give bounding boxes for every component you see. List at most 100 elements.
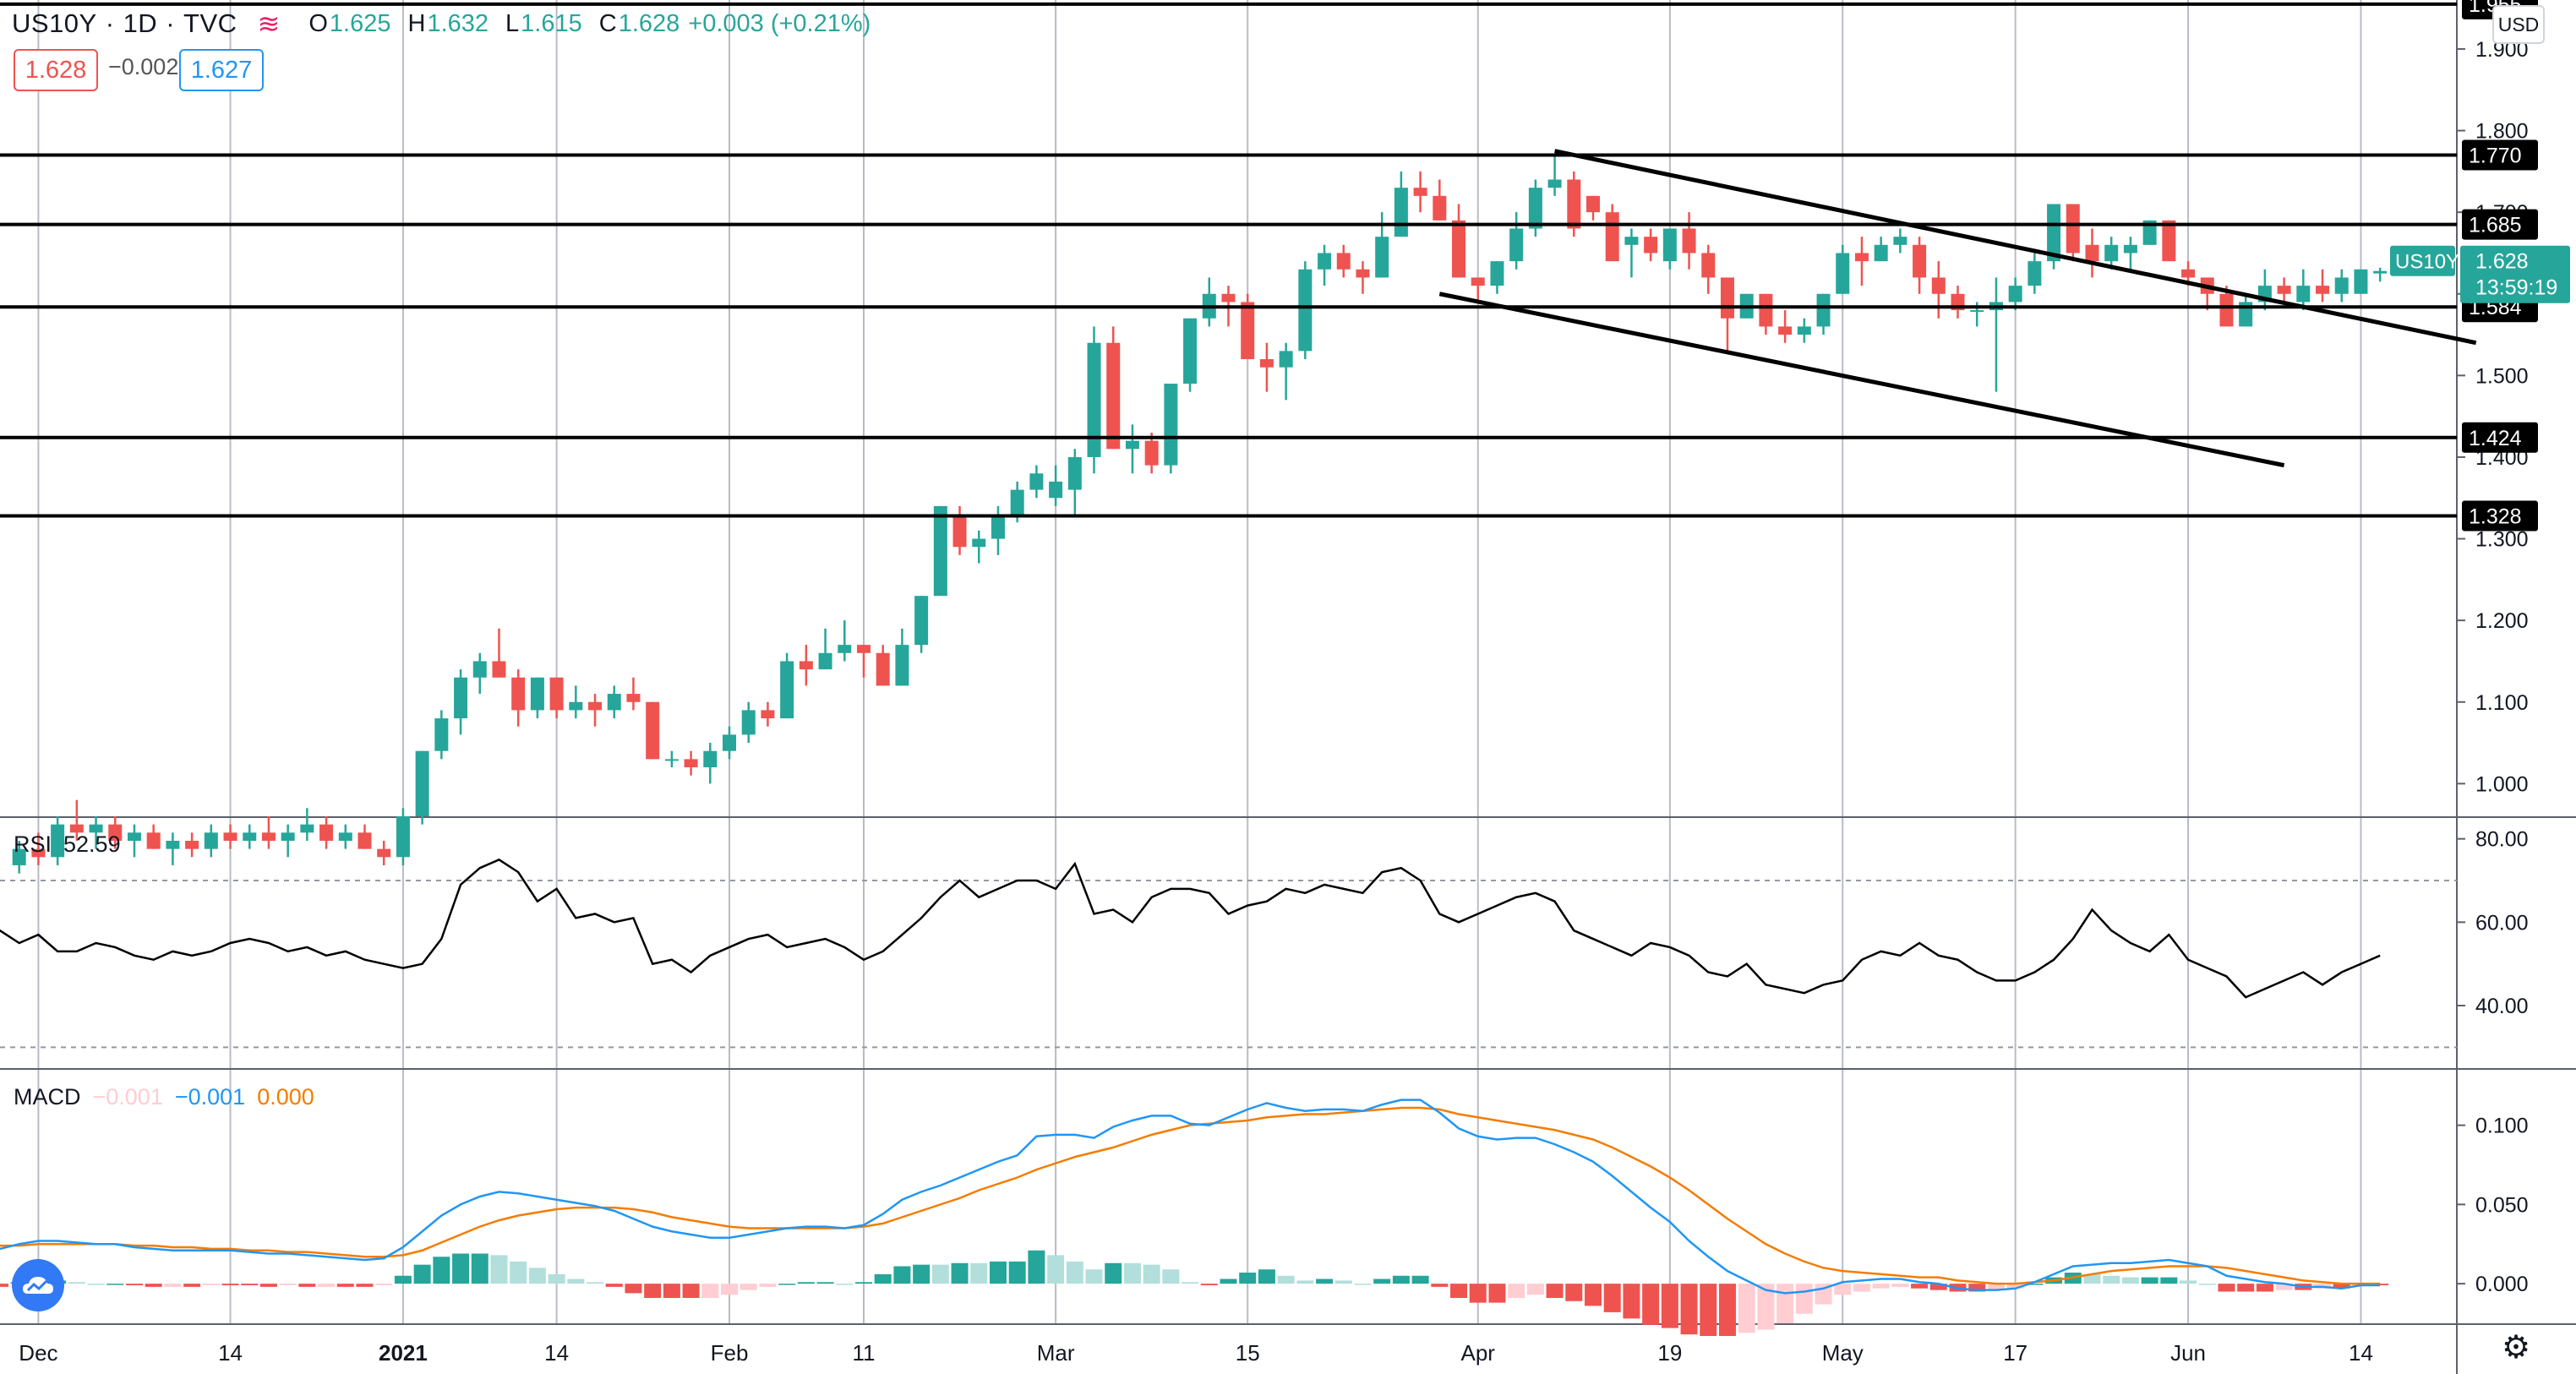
candle-down [2277,286,2291,294]
rsi-value: 52.59 [63,831,121,857]
macd-histogram-bar [87,1284,105,1285]
candle-up [1816,293,1831,327]
macd-histogram-bar [701,1284,719,1298]
macd-histogram-bar [2180,1280,2197,1284]
candle-down [1433,195,1447,221]
macd-histogram-bar [1373,1279,1391,1284]
macd-histogram-bar [1776,1284,1794,1323]
macd-histogram-bar [125,1284,143,1285]
macd-histogram-bar [1623,1284,1640,1319]
macd-histogram-bar [1834,1284,1852,1295]
macd-histogram-bar [1431,1284,1449,1287]
candle-up [1375,237,1389,278]
candle-down [2181,269,2196,278]
candle-down [261,832,276,841]
level-label-box [2462,139,2538,171]
rsi-legend[interactable]: RSI 52.59 [14,831,121,858]
last-price-symbol-box [2390,245,2455,276]
candle-up [1490,261,1504,286]
macd-histogram-bar [836,1284,854,1285]
macd-signal-line [0,1106,2381,1285]
macd-name: MACD [14,1084,81,1110]
symbol-name[interactable]: US10Y [12,8,97,38]
macd-histogram-bar [145,1284,162,1287]
macd-histogram-bar [1642,1284,1660,1325]
level-label: 1.424 [2469,427,2522,450]
macd-histogram-bar [740,1284,757,1290]
candle-up [723,734,737,751]
candle-down [492,661,506,678]
interval-label[interactable]: 1D [123,8,158,38]
buy-price-button[interactable]: 1.627 [179,49,264,91]
macd-histogram-bar [644,1284,662,1298]
candle-up [1067,456,1082,490]
candle-down [108,824,123,841]
macd-histogram-bar [318,1284,336,1287]
candle-down [2219,293,2234,327]
macd-histogram-bar [0,1284,8,1287]
price-tick-label: 1.200 [2475,609,2529,633]
candle-up [1049,481,1063,499]
macd-histogram-bar [183,1284,201,1287]
macd-legend[interactable]: MACD −0.001 −0.001 0.000 [14,1084,314,1110]
candle-up [1509,228,1524,262]
candle-up [166,840,180,849]
candle-down [357,832,372,849]
candle-down [856,645,870,653]
level-label-box [2462,500,2538,532]
macd-histogram-bar [567,1279,585,1284]
candle-down [646,701,660,760]
macd-histogram-bar [259,1284,277,1287]
candle-up [991,514,1005,539]
macd-histogram-bar [874,1273,892,1284]
macd-histogram-bar [951,1262,969,1284]
open-value: 1.625 [329,9,391,37]
rsi-tick-label: 40.00 [2475,995,2529,1018]
candle-up [1547,179,1562,188]
tradingview-logo-icon[interactable] [12,1259,64,1311]
macd-histogram-bar [106,1284,124,1285]
candle-up [51,824,65,858]
symbol-separator: · [105,8,115,38]
candle-down [1913,244,1927,278]
currency-button[interactable]: USD [2492,5,2545,44]
macd-histogram-bar [413,1264,431,1284]
candle-up [2008,286,2022,303]
macd-histogram-bar [1546,1284,1564,1298]
macd-histogram-bar [1200,1284,1218,1285]
macd-histogram-bar [1220,1279,1237,1284]
macd-histogram-bar [816,1282,834,1284]
macd-histogram-bar [1508,1284,1525,1298]
time-axis-label: May [1822,1340,1864,1366]
macd-histogram-bar [1488,1284,1506,1303]
macd-histogram-bar [2275,1284,2293,1290]
high-label: H [407,9,426,37]
macd-histogram-bar [2103,1275,2120,1284]
macd-histogram-bar [1143,1264,1160,1284]
macd-histogram-bar [2026,1284,2044,1285]
gear-icon[interactable]: ⚙ [2502,1330,2531,1366]
macd-tick-label: 0.100 [2475,1115,2529,1138]
macd-histogram-bar [2198,1284,2216,1285]
candle-up [2334,277,2349,294]
time-axis-label: Dec [19,1340,57,1366]
macd-histogram-bar [1738,1284,1755,1333]
macd-histogram-bar [1085,1269,1103,1284]
macd-histogram-bar [682,1284,700,1298]
sell-price-button[interactable]: 1.628 [14,49,98,91]
macd-histogram-bar [336,1284,354,1287]
level-label: 1.328 [2469,505,2522,529]
candle-down [1682,228,1696,254]
macd-histogram-bar [931,1264,949,1284]
candle-up [838,645,852,653]
macd-histogram-bar [1929,1284,1947,1290]
candle-up [12,848,26,865]
level-label: 1.770 [2469,144,2522,168]
candle-up [2373,270,2388,274]
macd-histogram-bar [625,1284,642,1294]
candle-down [1259,359,1274,368]
candle-down [1759,293,1773,327]
macd-histogram-bar [893,1266,911,1284]
macd-line [0,1099,2381,1295]
